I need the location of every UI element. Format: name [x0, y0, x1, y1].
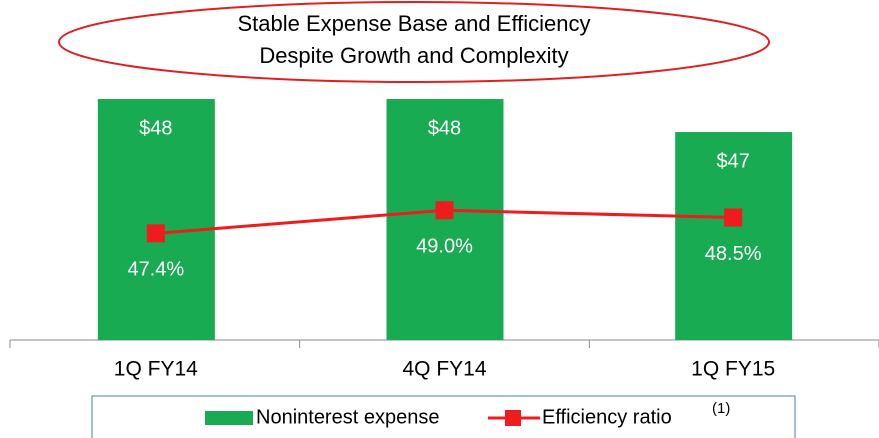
line-marker — [724, 208, 743, 227]
legend-label: Noninterest expense — [256, 406, 439, 428]
chart-title: Despite Growth and Complexity — [259, 43, 568, 68]
bar — [97, 99, 215, 340]
chart-title: Stable Expense Base and Efficiency — [237, 11, 590, 36]
x-tick-label: 1Q FY14 — [114, 358, 198, 381]
line-value-label: 47.4% — [127, 259, 184, 281]
bar-value-label: $47 — [716, 150, 749, 172]
bar — [675, 132, 793, 340]
bar-value-label: $48 — [139, 117, 172, 139]
bar-value-label: $48 — [428, 117, 461, 139]
title-ellipse — [58, 1, 770, 83]
x-tick-label: 4Q FY14 — [402, 358, 486, 381]
legend-swatch — [205, 411, 253, 425]
line-marker — [435, 201, 454, 220]
line-value-label: 48.5% — [705, 243, 762, 265]
legend-label: Efficiency ratio — [542, 406, 672, 428]
bar — [386, 99, 504, 340]
legend-box — [91, 395, 796, 438]
line-marker — [146, 224, 165, 243]
legend-note: (1) — [712, 400, 730, 417]
legend-swatch — [505, 410, 521, 426]
line-value-label: 49.0% — [416, 236, 473, 258]
x-tick-label: 1Q FY15 — [691, 358, 775, 381]
